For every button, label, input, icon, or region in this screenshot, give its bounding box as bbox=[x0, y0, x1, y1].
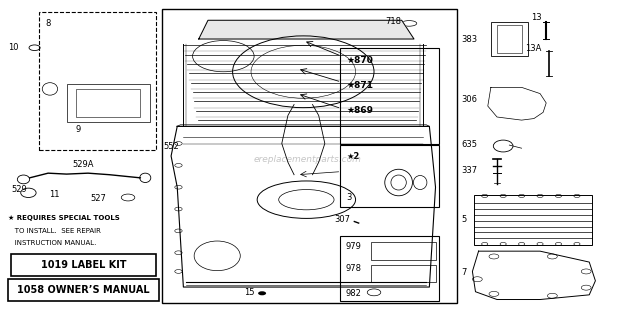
Bar bbox=[66, 84, 149, 122]
Text: 3: 3 bbox=[347, 193, 352, 202]
Text: ereplacementparts.com: ereplacementparts.com bbox=[254, 155, 361, 163]
Text: 5: 5 bbox=[461, 215, 467, 223]
Text: ★869: ★869 bbox=[347, 106, 373, 115]
Text: 978: 978 bbox=[345, 264, 361, 273]
Text: 635: 635 bbox=[461, 140, 477, 149]
Bar bbox=[39, 12, 156, 150]
Text: ★2: ★2 bbox=[347, 152, 360, 161]
Bar bbox=[76, 89, 140, 117]
Text: 7: 7 bbox=[461, 268, 467, 277]
Bar bbox=[371, 242, 435, 260]
Text: 15: 15 bbox=[244, 288, 254, 297]
Bar bbox=[340, 236, 438, 301]
Text: ★870: ★870 bbox=[347, 56, 373, 65]
Text: 718: 718 bbox=[385, 17, 401, 26]
Bar bbox=[474, 195, 592, 245]
Text: 8: 8 bbox=[45, 19, 50, 28]
Text: 306: 306 bbox=[461, 95, 477, 104]
Bar bbox=[371, 265, 435, 282]
Bar bbox=[162, 9, 457, 303]
Bar bbox=[8, 279, 159, 301]
Text: 11: 11 bbox=[50, 190, 60, 198]
Text: 13A: 13A bbox=[525, 45, 541, 53]
Text: 529: 529 bbox=[11, 185, 27, 194]
Bar bbox=[491, 22, 528, 56]
Text: ★ REQUIRES SPECIAL TOOLS: ★ REQUIRES SPECIAL TOOLS bbox=[8, 215, 120, 221]
Text: 1019 LABEL KIT: 1019 LABEL KIT bbox=[41, 260, 126, 270]
Bar bbox=[497, 25, 521, 53]
Text: INSTRUCTION MANUAL.: INSTRUCTION MANUAL. bbox=[8, 240, 97, 246]
Polygon shape bbox=[199, 20, 414, 39]
Text: ★871: ★871 bbox=[347, 81, 373, 90]
Text: 13: 13 bbox=[531, 13, 541, 22]
Text: 10: 10 bbox=[8, 43, 19, 52]
Text: 552: 552 bbox=[164, 142, 179, 151]
Text: 527: 527 bbox=[90, 194, 106, 203]
Bar bbox=[340, 48, 438, 144]
Text: 529A: 529A bbox=[73, 160, 94, 169]
Text: 1058 OWNER’S MANUAL: 1058 OWNER’S MANUAL bbox=[17, 285, 150, 295]
Ellipse shape bbox=[258, 291, 266, 295]
Bar bbox=[11, 254, 156, 276]
Text: 307: 307 bbox=[334, 216, 350, 224]
Text: TO INSTALL.  SEE REPAIR: TO INSTALL. SEE REPAIR bbox=[8, 228, 101, 234]
Text: 979: 979 bbox=[345, 242, 361, 251]
Text: 982: 982 bbox=[345, 289, 361, 298]
Text: 337: 337 bbox=[461, 167, 477, 175]
Text: 383: 383 bbox=[461, 36, 477, 44]
Bar bbox=[340, 145, 438, 207]
Text: 9: 9 bbox=[76, 125, 81, 134]
